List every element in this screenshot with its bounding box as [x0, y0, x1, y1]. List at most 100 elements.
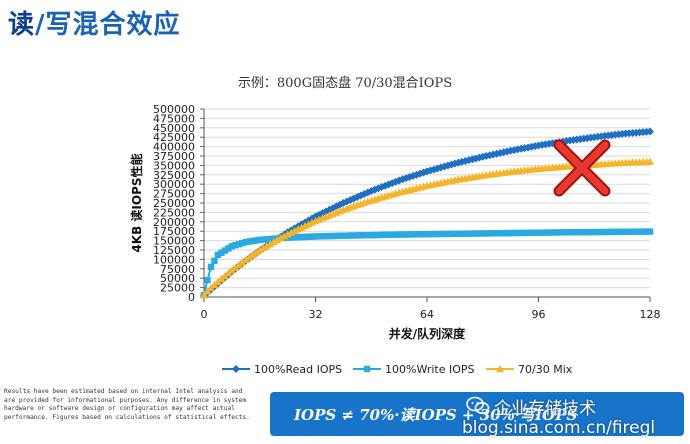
y-tick-label: 0 — [188, 291, 195, 304]
series-marker — [535, 229, 542, 236]
series-marker — [273, 236, 282, 244]
series-marker — [280, 232, 289, 240]
x-tick-label: 32 — [309, 308, 323, 321]
series-marker — [388, 231, 396, 238]
series-marker — [517, 229, 525, 237]
series-marker — [629, 228, 636, 235]
series-marker — [371, 231, 378, 239]
y-tick-label: 300000 — [153, 178, 195, 191]
series-marker — [245, 253, 254, 261]
series-marker — [503, 229, 511, 237]
series-marker — [260, 236, 267, 243]
series-marker — [347, 232, 354, 239]
series-marker — [368, 231, 375, 239]
series-marker — [228, 243, 236, 250]
series-marker — [231, 263, 240, 271]
series-marker — [305, 233, 312, 240]
series-marker — [333, 232, 340, 240]
series-marker — [521, 229, 528, 237]
series-marker — [584, 228, 591, 236]
series-marker — [326, 232, 333, 240]
series-marker — [646, 127, 654, 136]
series-marker — [357, 232, 364, 239]
series-marker — [437, 230, 445, 238]
series-marker — [287, 234, 295, 241]
series-marker — [542, 229, 549, 236]
series-marker — [496, 230, 504, 237]
y-tick-label: 350000 — [153, 159, 195, 172]
series-marker — [239, 239, 246, 247]
series-marker — [329, 232, 337, 240]
y-tick-label: 175000 — [153, 225, 195, 238]
series-marker — [221, 247, 229, 254]
legend-label: 100%Write IOPS — [385, 363, 475, 376]
x-tick-label: 64 — [420, 308, 434, 321]
series-marker — [207, 263, 215, 271]
series-marker — [420, 231, 427, 238]
series-marker — [510, 229, 518, 237]
slide-title: 读/写混合效应 — [8, 4, 181, 41]
series-marker — [298, 233, 305, 241]
series-marker — [343, 232, 351, 239]
series-marker — [611, 228, 619, 236]
series-marker — [392, 231, 399, 238]
series-marker — [336, 232, 344, 240]
series-marker — [249, 237, 256, 245]
y-tick-label: 75000 — [160, 263, 195, 276]
series-marker — [618, 228, 626, 235]
series-marker — [378, 231, 385, 239]
series-marker — [507, 229, 514, 237]
legend-item-2: 100%Write IOPS — [353, 363, 475, 376]
series-marker — [423, 231, 431, 238]
series-marker — [604, 228, 612, 236]
y-tick-label: 325000 — [153, 169, 195, 182]
series-marker — [413, 231, 420, 238]
series-marker — [552, 229, 560, 236]
formula-text: IOPS ≠ 70%·读IOPS + 30%·写IOPS — [294, 406, 578, 424]
series-marker — [259, 244, 268, 252]
series-marker — [238, 258, 247, 266]
series-marker — [315, 233, 323, 240]
y-tick-label: 25000 — [160, 282, 195, 295]
series-marker — [455, 230, 462, 237]
series-marker — [524, 229, 532, 237]
x-tick-label: 96 — [532, 308, 546, 321]
legend-marker — [363, 365, 371, 373]
series-marker — [594, 228, 601, 236]
series-marker — [615, 228, 622, 236]
series-marker — [632, 228, 640, 235]
series-marker — [549, 229, 556, 236]
series-marker — [462, 230, 469, 237]
series-marker — [625, 228, 633, 235]
series-marker — [587, 228, 594, 236]
series-marker — [269, 238, 278, 246]
series-marker — [514, 229, 521, 237]
series-marker — [451, 230, 459, 238]
series-marker — [559, 229, 567, 236]
series-line — [203, 160, 651, 296]
series-marker — [253, 237, 260, 244]
series-marker — [242, 238, 250, 246]
wechat-icon — [466, 396, 490, 414]
series-marker — [531, 229, 539, 236]
y-tick-label: 250000 — [153, 197, 195, 210]
y-tick-label: 475000 — [153, 112, 195, 125]
series-marker — [218, 249, 225, 256]
series-marker — [319, 233, 326, 240]
series-marker — [573, 229, 581, 236]
watermark-url: blog.sina.com.cn/firegl — [462, 418, 656, 438]
series-marker — [361, 232, 368, 239]
y-tick-label: 225000 — [153, 206, 195, 219]
red-x-mark — [553, 139, 611, 197]
series-marker — [580, 229, 587, 236]
series-marker — [409, 231, 417, 238]
series-marker — [601, 228, 608, 236]
series-marker — [479, 230, 486, 237]
chart-title: 示例：800G固态盘 70/30混合IOPS — [237, 76, 453, 91]
series-marker — [406, 231, 413, 238]
y-tick-label: 275000 — [153, 188, 195, 201]
series-marker — [434, 230, 441, 238]
series-marker — [563, 229, 570, 236]
series-marker — [476, 230, 483, 237]
series-marker — [458, 230, 466, 237]
